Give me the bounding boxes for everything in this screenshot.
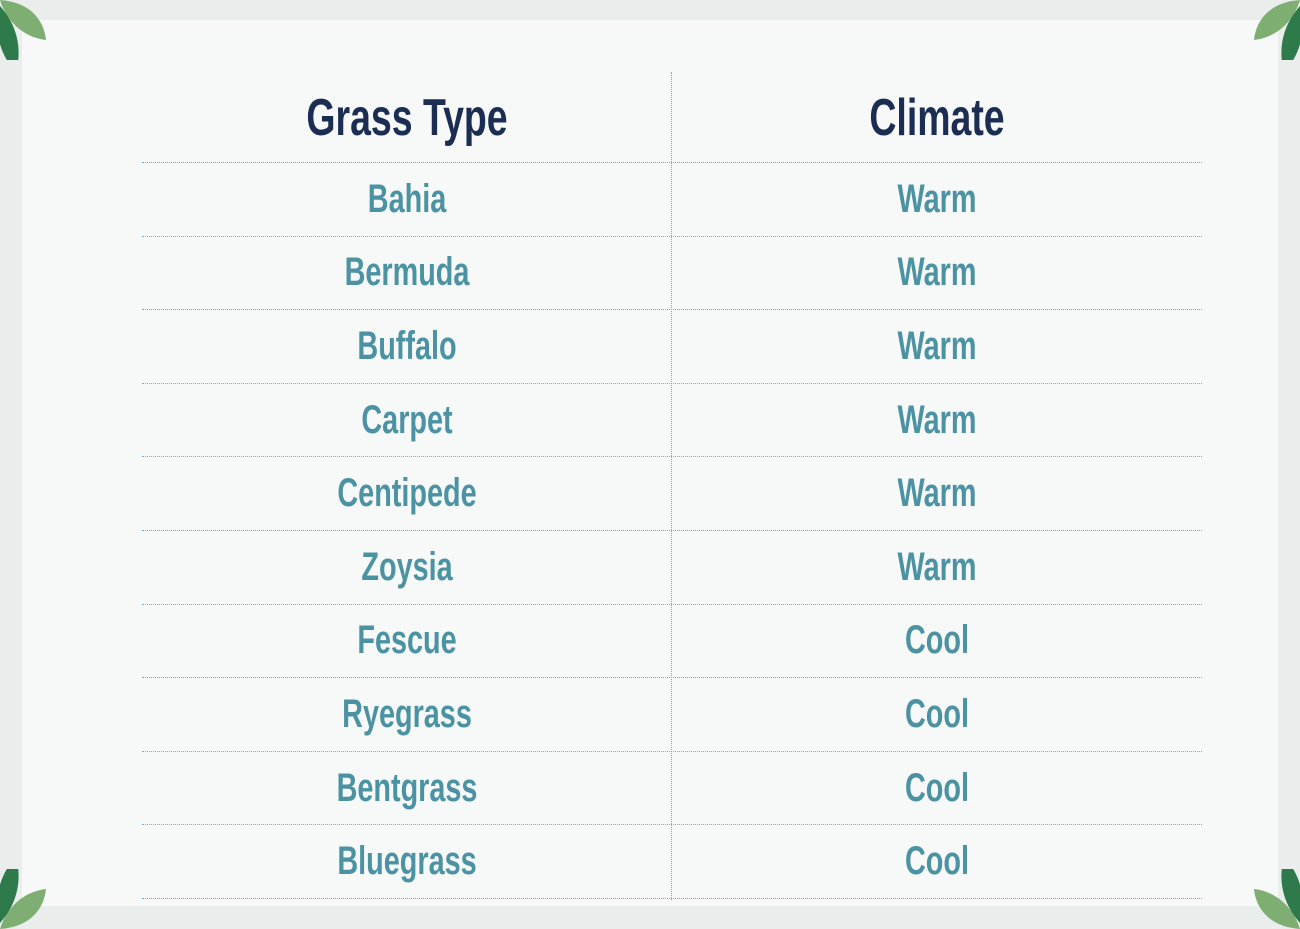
table-row: Centipede Warm [142, 457, 1202, 531]
leaf-icon [0, 869, 60, 929]
grass-type-cell: Bermuda [344, 250, 470, 295]
table-row: Bentgrass Cool [142, 752, 1202, 826]
grass-climate-table: Grass Type Climate Bahia Warm Bermuda Wa… [142, 72, 1202, 900]
grass-type-cell: Bentgrass [336, 765, 478, 810]
climate-cell: Warm [897, 323, 977, 368]
grass-type-cell: Zoysia [361, 544, 453, 589]
grass-type-cell: Carpet [361, 397, 453, 442]
table-row: Fescue Cool [142, 605, 1202, 679]
leaf-icon [1240, 869, 1300, 929]
grass-type-cell: Ryegrass [342, 691, 472, 736]
table-row: Bahia Warm [142, 163, 1202, 237]
leaf-icon [0, 0, 60, 60]
table-row: Ryegrass Cool [142, 678, 1202, 752]
header-climate: Climate [869, 89, 1005, 147]
climate-cell: Cool [905, 618, 969, 663]
grass-type-cell: Bahia [367, 176, 447, 221]
leaf-icon [1240, 0, 1300, 60]
table-row: Zoysia Warm [142, 531, 1202, 605]
climate-cell: Warm [897, 471, 977, 516]
table-header-row: Grass Type Climate [142, 72, 1202, 163]
table-card: Grass Type Climate Bahia Warm Bermuda Wa… [22, 20, 1278, 906]
table-row: Bermuda Warm [142, 237, 1202, 311]
column-divider [671, 72, 672, 900]
climate-cell: Warm [897, 176, 977, 221]
climate-cell: Cool [905, 839, 969, 884]
climate-cell: Cool [905, 691, 969, 736]
grass-type-cell: Fescue [357, 618, 457, 663]
grass-type-cell: Bluegrass [337, 839, 477, 884]
table-row: Buffalo Warm [142, 310, 1202, 384]
grass-type-cell: Centipede [337, 471, 477, 516]
table-row: Bluegrass Cool [142, 825, 1202, 899]
climate-cell: Warm [897, 250, 977, 295]
table-row: Carpet Warm [142, 384, 1202, 458]
climate-cell: Cool [905, 765, 969, 810]
climate-cell: Warm [897, 544, 977, 589]
grass-type-cell: Buffalo [357, 323, 457, 368]
header-grass-type: Grass Type [306, 89, 508, 147]
climate-cell: Warm [897, 397, 977, 442]
